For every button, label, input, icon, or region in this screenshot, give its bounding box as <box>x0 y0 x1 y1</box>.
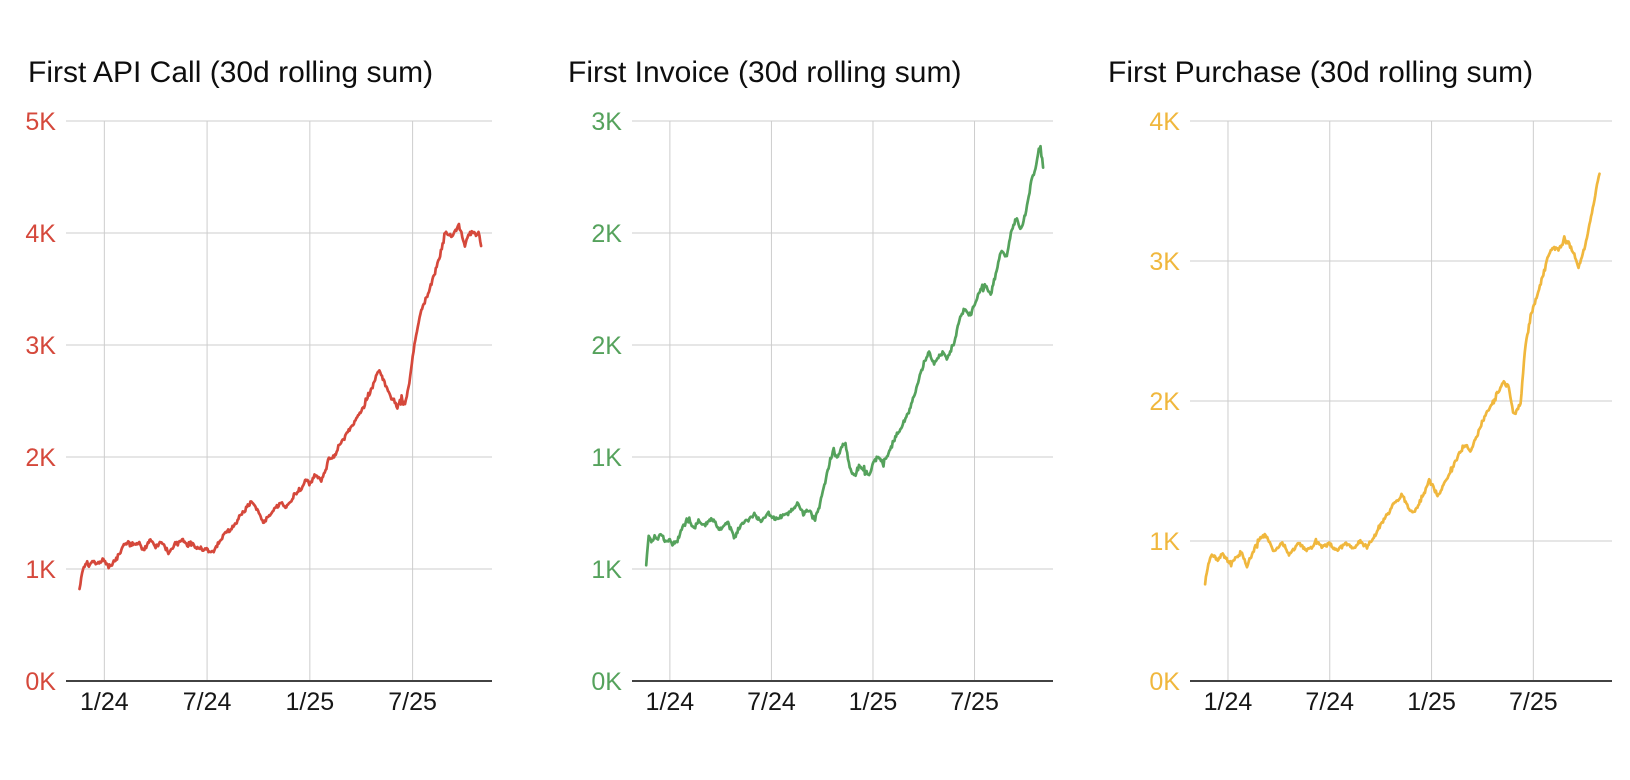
x-axis-tick-label: 1/24 <box>80 688 129 716</box>
x-axis-tick-label: 7/25 <box>1509 688 1558 716</box>
y-axis-tick-label: 2K <box>591 332 622 360</box>
line-chart-canvas: 1/24 7/24 1/25 7/25 0K 1K 2K 3K 4K <box>1149 108 1612 716</box>
y-axis-tick-label: 2K <box>1149 388 1180 416</box>
chart-first-api-call: First API Call (30d rolling sum) 1/24 7/2… <box>0 30 545 750</box>
x-axis-tick-label: 1/24 <box>646 688 695 716</box>
x-axis-tick-label: 7/24 <box>747 688 796 716</box>
y-axis-tick-label: 2K <box>591 220 622 248</box>
x-axis-tick-label: 7/24 <box>183 688 232 716</box>
chart-first-invoice: First Invoice (30d rolling sum) 1/24 7/24… <box>540 30 1085 750</box>
y-axis-tick-label: 5K <box>25 108 56 136</box>
y-axis-tick-label: 1K <box>591 556 622 584</box>
x-axis-tick-label: 1/25 <box>286 688 335 716</box>
x-axis-tick-label: 1/24 <box>1204 688 1253 716</box>
y-axis-tick-label: 3K <box>591 108 622 136</box>
y-axis-tick-label: 1K <box>25 556 56 584</box>
series-line-first-purchase <box>1203 172 1601 586</box>
chart-first-purchase: First Purchase (30d rolling sum) 1/24 7/2… <box>1080 30 1625 750</box>
y-axis-tick-label: 2K <box>25 444 56 472</box>
series-line-first-api-call <box>78 222 483 591</box>
chart-title: First Invoice (30d rolling sum) <box>568 56 962 89</box>
line-chart-canvas: 1/24 7/24 1/25 7/25 0K 1K 2K 3K 4K 5K <box>25 108 492 716</box>
x-axis-tick-label: 1/25 <box>1407 688 1456 716</box>
x-axis-tick-label: 1/25 <box>849 688 898 716</box>
series-line-first-invoice <box>644 144 1045 567</box>
line-chart-canvas: 1/24 7/24 1/25 7/25 0K 1K 1K 2K 2K 3K <box>591 108 1053 716</box>
y-axis-tick-label: 4K <box>25 220 56 248</box>
y-axis-tick-label: 4K <box>1149 108 1180 136</box>
y-axis-tick-label: 3K <box>1149 248 1180 276</box>
y-axis-tick-label: 1K <box>1149 528 1180 556</box>
y-axis-tick-label: 0K <box>1149 668 1180 696</box>
x-axis-tick-label: 7/25 <box>388 688 437 716</box>
y-axis-tick-label: 0K <box>591 668 622 696</box>
chart-title: First Purchase (30d rolling sum) <box>1108 56 1534 89</box>
x-axis-tick-label: 7/25 <box>950 688 999 716</box>
y-axis-tick-label: 1K <box>591 444 622 472</box>
chart-title: First API Call (30d rolling sum) <box>28 56 434 89</box>
y-axis-tick-label: 3K <box>25 332 56 360</box>
y-axis-tick-label: 0K <box>25 668 56 696</box>
x-axis-tick-label: 7/24 <box>1305 688 1354 716</box>
